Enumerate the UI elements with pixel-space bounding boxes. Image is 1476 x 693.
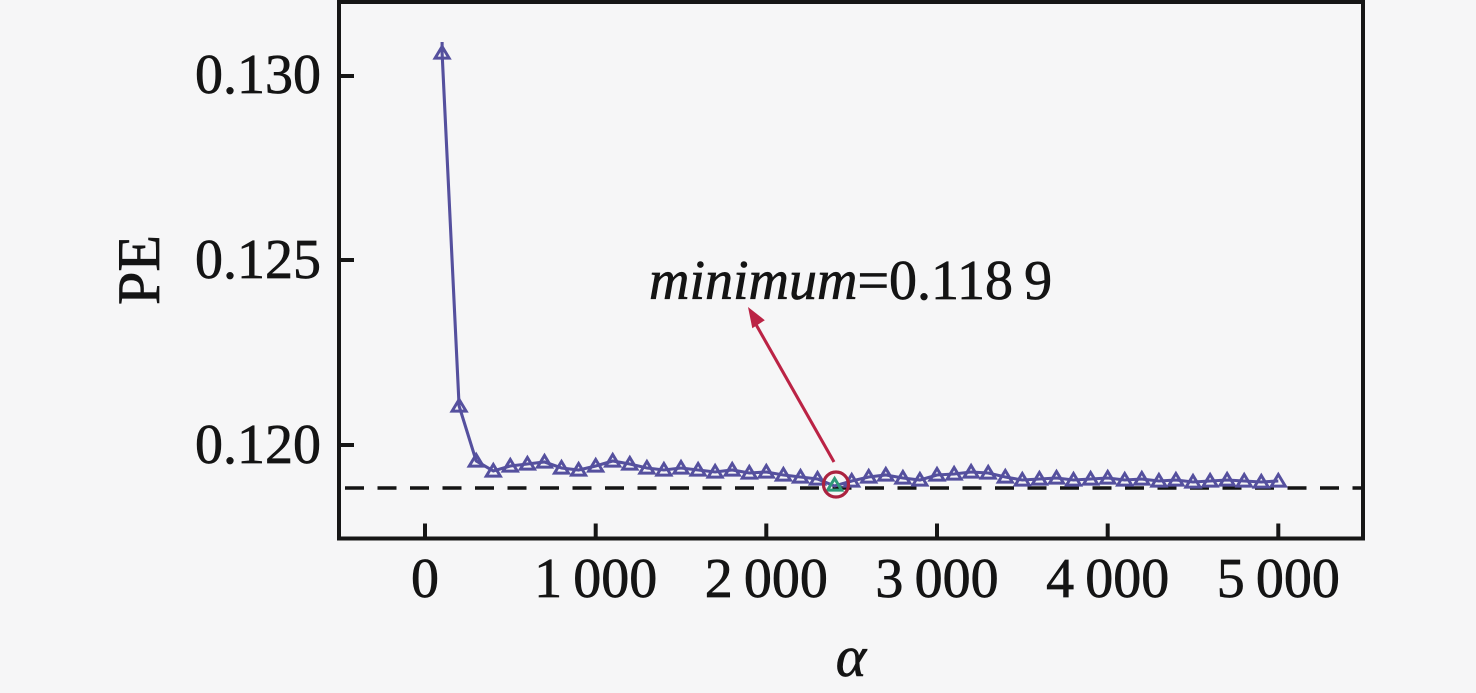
svg-text:0.120: 0.120 [195,414,321,476]
svg-text:3 000: 3 000 [875,548,998,610]
svg-text:PE: PE [106,235,172,305]
svg-text:1 000: 1 000 [534,548,657,610]
svg-text:α: α [836,624,868,689]
svg-text:2 000: 2 000 [705,548,828,610]
svg-text:0.125: 0.125 [195,229,321,291]
svg-text:4 000: 4 000 [1046,548,1169,610]
svg-text:0.130: 0.130 [195,44,321,106]
svg-text:minimum=0.118 9: minimum=0.118 9 [649,250,1052,312]
svg-text:5 000: 5 000 [1217,548,1340,610]
svg-text:0: 0 [411,548,439,610]
